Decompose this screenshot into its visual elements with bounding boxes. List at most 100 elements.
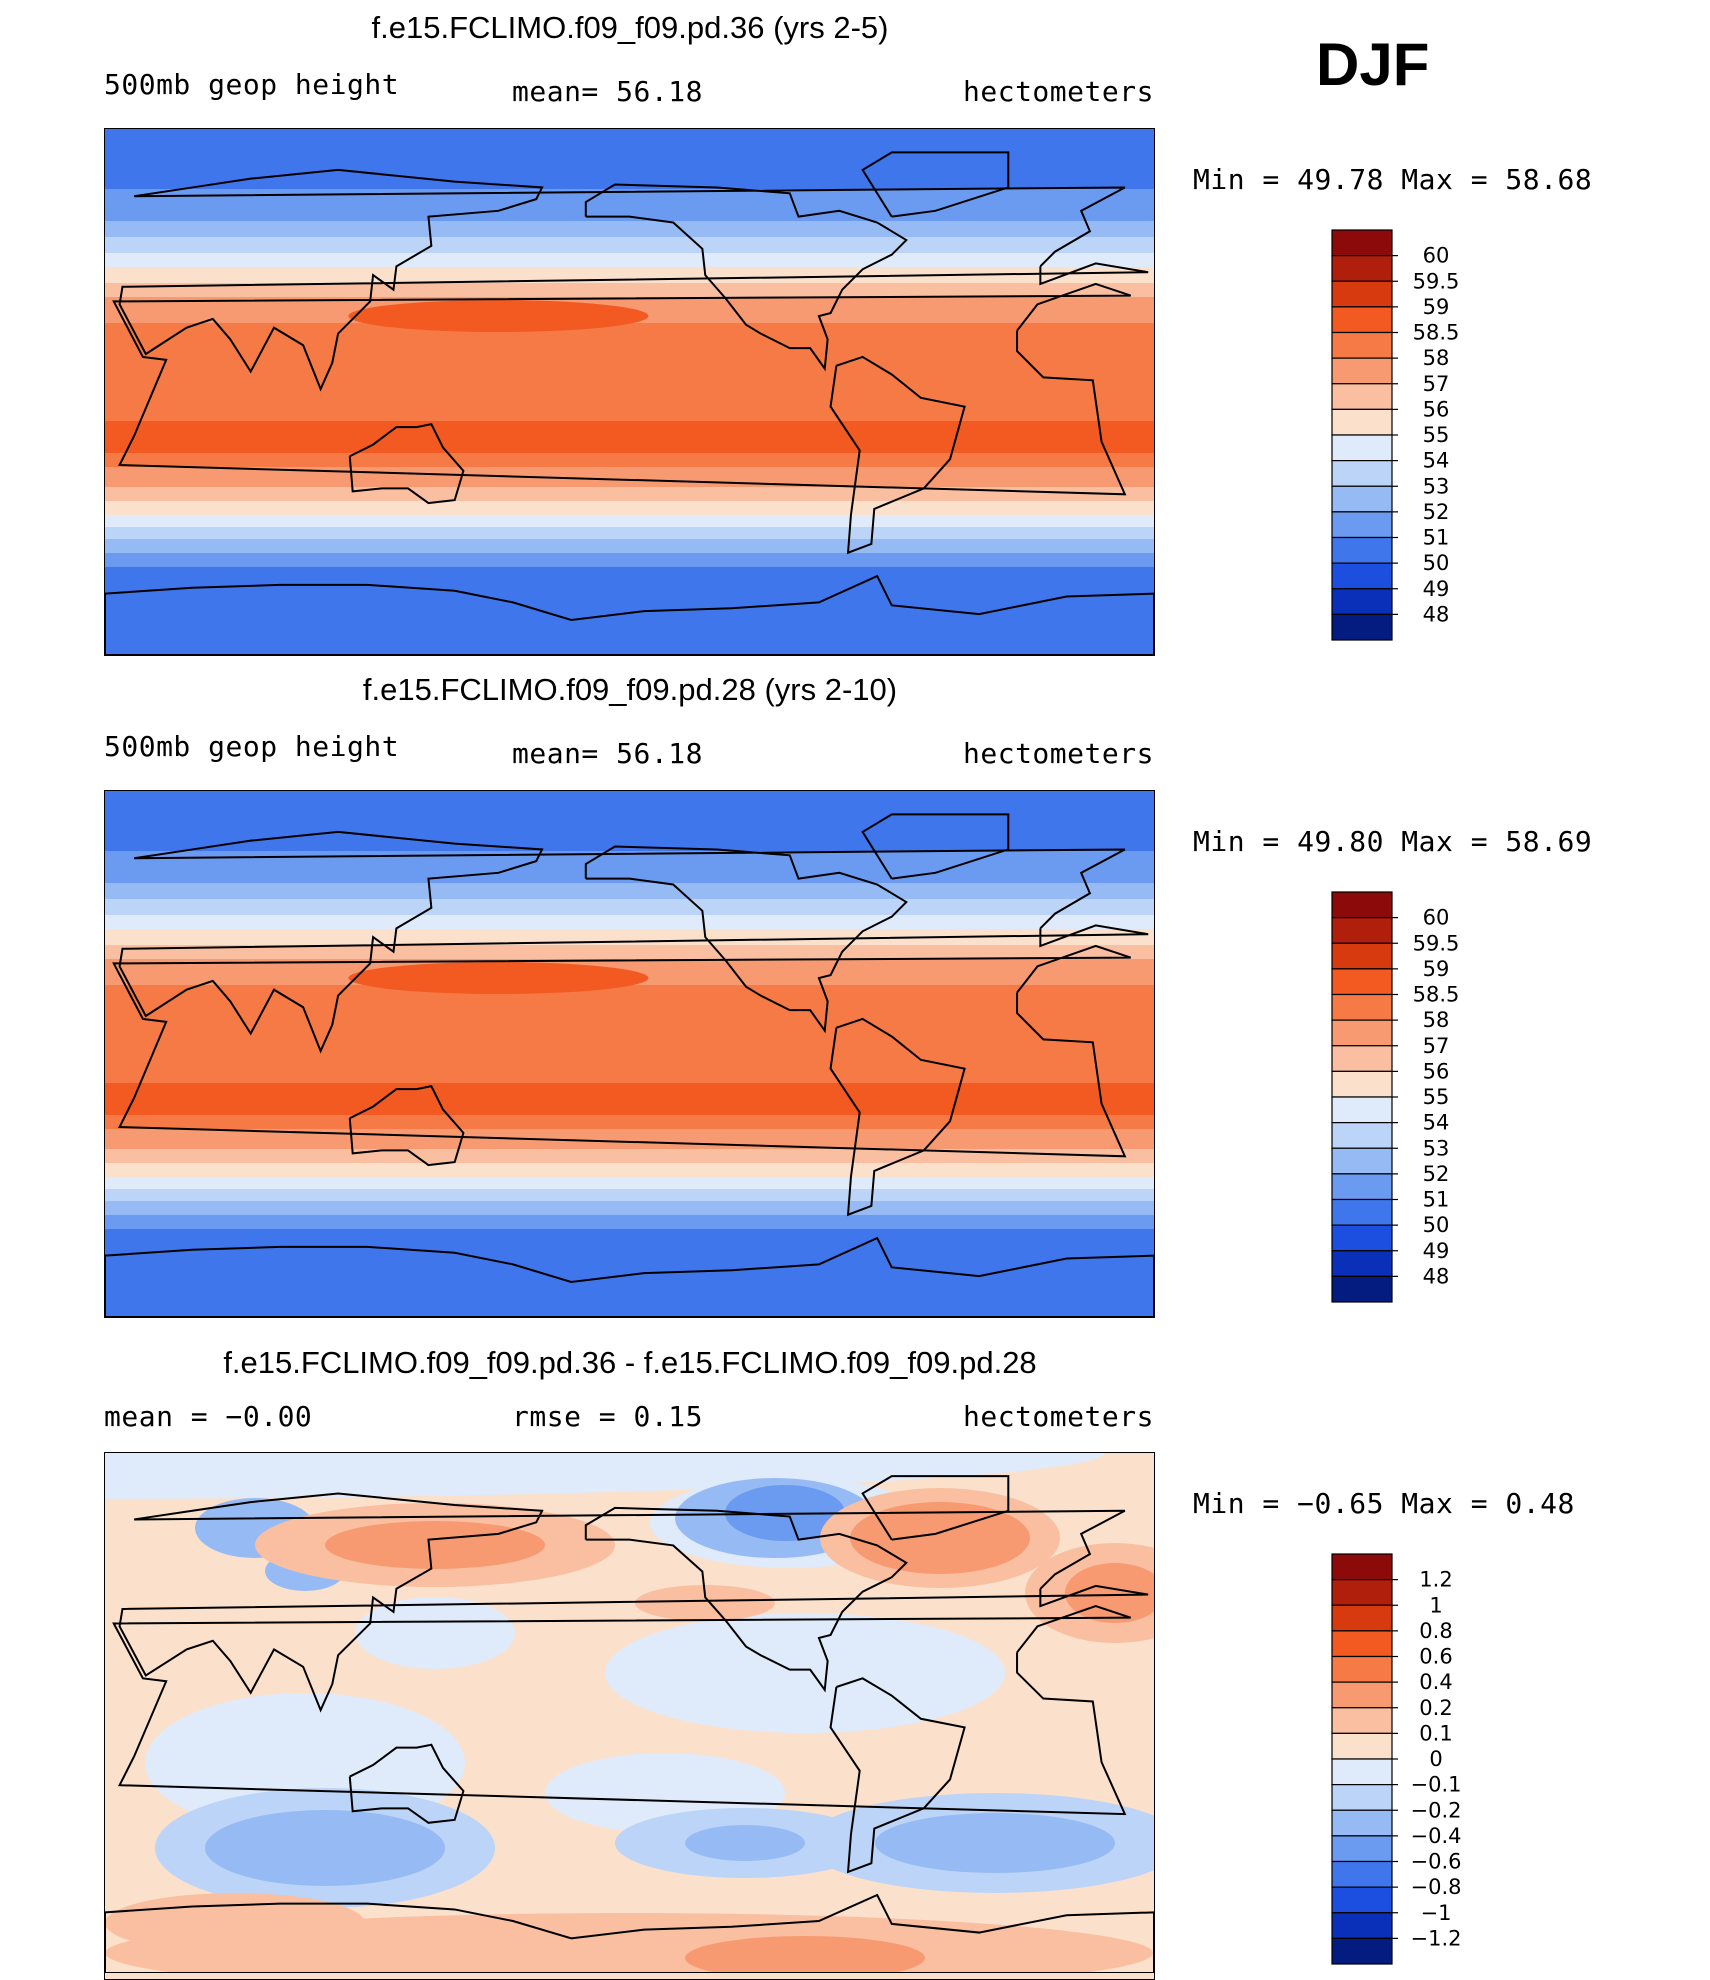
- field-band: [105, 1111, 1154, 1114]
- panel-2-title: f.e15.FCLIMO.f09_f09.pd.28 (yrs 2-10): [362, 672, 898, 707]
- field-band: [105, 1219, 1154, 1222]
- field-band: [105, 519, 1154, 522]
- panel-1-units-label: hectometers: [963, 75, 1154, 108]
- field-band: [105, 403, 1154, 406]
- anomaly-region: [105, 1893, 365, 1953]
- colorbar-swatch: [1331, 1579, 1393, 1606]
- colorbar-tick-label: 52: [1423, 1162, 1450, 1186]
- field-band: [105, 1131, 1154, 1134]
- field-band: [105, 1037, 1154, 1040]
- field-band: [105, 541, 1154, 544]
- anomaly-region: [355, 1597, 515, 1669]
- colorbar-tick-label: 50: [1423, 1213, 1450, 1237]
- field-band: [105, 1261, 1154, 1264]
- coastline: [348, 423, 465, 505]
- field-band: [105, 911, 1154, 914]
- field-band: [105, 917, 1154, 920]
- field-band: [105, 567, 1154, 570]
- field-band: [105, 925, 1154, 928]
- field-band: [105, 837, 1154, 840]
- field-band: [105, 923, 1154, 926]
- anomaly-region: [205, 1810, 445, 1886]
- field-band: [105, 227, 1154, 230]
- field-band: [105, 1203, 1154, 1206]
- field-band: [105, 1085, 1154, 1088]
- field-band: [105, 1029, 1154, 1032]
- colorbar-swatch: [1331, 1224, 1393, 1252]
- field-band: [105, 1081, 1154, 1084]
- colorbar-swatch: [1331, 1173, 1393, 1201]
- field-band: [105, 159, 1154, 162]
- field-band: [105, 615, 1154, 618]
- field-band: [105, 141, 1154, 144]
- coastline: [105, 574, 1154, 655]
- field-band: [105, 1181, 1154, 1184]
- colorbar-swatch: [1331, 434, 1393, 462]
- field-band: [105, 369, 1154, 372]
- field-band: [105, 229, 1154, 232]
- field-band: [105, 571, 1154, 574]
- field-band: [105, 1069, 1154, 1072]
- field-band: [105, 1063, 1154, 1066]
- field-band: [105, 1271, 1154, 1274]
- field-band: [105, 579, 1154, 582]
- field-band: [105, 419, 1154, 422]
- field-band: [105, 427, 1154, 430]
- field-band: [105, 243, 1154, 246]
- field-band: [105, 609, 1154, 612]
- field-band: [105, 1071, 1154, 1074]
- field-band: [105, 883, 1154, 886]
- panel-1-variable-label: 500mb geop height: [104, 68, 400, 101]
- field-band: [105, 937, 1154, 940]
- field-band: [105, 915, 1154, 918]
- field-band: [105, 863, 1154, 866]
- field-band: [105, 1305, 1154, 1308]
- field-high: [116, 1088, 357, 1113]
- field-band: [105, 453, 1154, 456]
- field-band: [105, 207, 1154, 210]
- colorbar-swatch: [1331, 1707, 1393, 1734]
- field-band: [105, 405, 1154, 408]
- colorbar-swatch: [1331, 968, 1393, 996]
- field-band: [105, 1187, 1154, 1190]
- field-band: [105, 495, 1154, 498]
- field-band: [105, 371, 1154, 374]
- field-band: [105, 963, 1154, 966]
- colorbar-tick-label: 1: [1429, 1593, 1442, 1617]
- field-band: [105, 291, 1154, 294]
- panel-3-units-label: hectometers: [963, 1400, 1154, 1433]
- colorbar-swatch: [1331, 1250, 1393, 1277]
- coastline: [584, 1506, 908, 1693]
- field-band: [105, 1231, 1154, 1234]
- field-band: [105, 273, 1154, 276]
- field-band: [105, 913, 1154, 916]
- field-band: [105, 1025, 1154, 1028]
- colorbar-swatch: [1331, 1809, 1393, 1837]
- field-band: [105, 515, 1154, 518]
- field-band: [105, 295, 1154, 298]
- field-band: [105, 281, 1154, 284]
- field-band: [105, 529, 1154, 532]
- colorbar-tick-label: 55: [1423, 1085, 1450, 1109]
- coastlines: [105, 151, 1154, 655]
- field-band: [105, 1303, 1154, 1306]
- field-band: [105, 217, 1154, 220]
- field-band: [105, 947, 1154, 950]
- field-band: [105, 631, 1154, 634]
- field-band: [105, 283, 1154, 286]
- field-band: [105, 1055, 1154, 1058]
- colorbar-tick-label: 58.5: [1413, 983, 1460, 1007]
- field-band: [105, 171, 1154, 174]
- coastline: [861, 813, 1010, 880]
- field-band: [105, 993, 1154, 996]
- panel-2-units-label: hectometers: [963, 737, 1154, 770]
- colorbar-swatch: [1331, 1681, 1393, 1709]
- field-band: [105, 897, 1154, 900]
- field-band: [105, 213, 1154, 216]
- field-band: [105, 791, 1154, 794]
- panel-2-mean-label: mean= 56.18: [512, 737, 703, 770]
- field-band: [105, 155, 1154, 158]
- field-band: [105, 1021, 1154, 1024]
- field-band: [105, 161, 1154, 164]
- field-band: [105, 543, 1154, 546]
